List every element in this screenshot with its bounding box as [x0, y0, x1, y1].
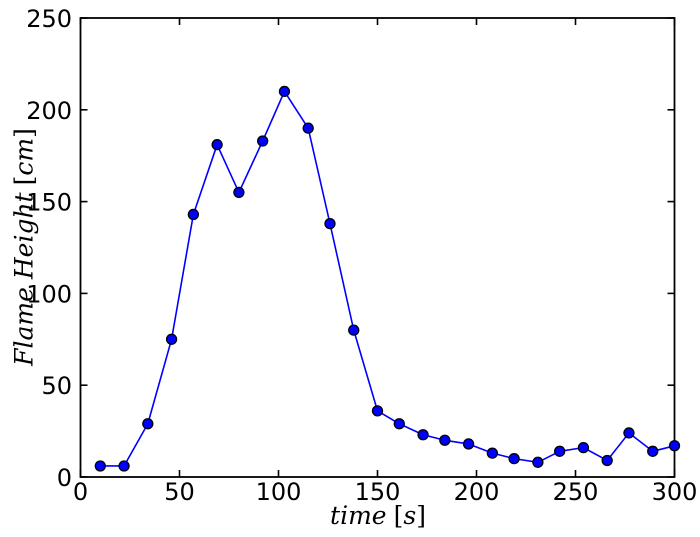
data-point: [165, 333, 178, 345]
data-point: [257, 135, 269, 147]
data-point: [211, 139, 223, 151]
y-axis-title-text: Flame Height: [9, 192, 39, 366]
y-axis-title-unit: cm: [9, 137, 39, 176]
x-axis-tick-label: 300: [652, 478, 698, 506]
data-point: [554, 445, 566, 457]
x-axis-title-close-bracket: ]: [416, 501, 426, 530]
x-axis-tick-label: 250: [553, 478, 599, 506]
data-point: [371, 405, 384, 417]
data-point: [94, 460, 106, 472]
data-point: [324, 217, 336, 230]
data-point: [532, 456, 544, 468]
data-point: [623, 427, 635, 439]
data-point: [577, 441, 590, 454]
x-axis-tick-label: 50: [164, 478, 195, 506]
y-axis-tick-label: 50: [41, 372, 72, 400]
data-point: [302, 122, 314, 134]
y-axis-title-open-bracket: [: [9, 175, 39, 186]
data-point: [118, 460, 130, 472]
x-axis-title-open-bracket: [: [393, 501, 404, 530]
data-point: [393, 418, 405, 430]
data-point: [417, 429, 429, 441]
data-point: [508, 452, 520, 465]
data-point: [187, 208, 200, 221]
x-axis-tick-label: 0: [73, 478, 88, 506]
x-axis-tick-label: 100: [256, 478, 302, 506]
data-point: [462, 438, 475, 450]
series-line: [100, 90, 675, 467]
y-axis-tick-label: 150: [26, 189, 72, 217]
data-point: [647, 445, 659, 457]
data-point: [278, 85, 291, 98]
x-axis-title-unit: s: [403, 501, 417, 530]
data-point: [486, 447, 498, 459]
x-axis-title: time [s]: [330, 502, 426, 530]
y-axis-tick-label: 200: [26, 97, 72, 125]
data-point: [601, 454, 613, 467]
data-point: [439, 434, 451, 446]
x-axis-tick-label: 200: [454, 478, 500, 506]
data-point: [348, 324, 360, 336]
data-point: [233, 186, 245, 199]
y-axis-tick-label: 0: [57, 464, 72, 492]
y-axis-tick-label: 100: [26, 280, 72, 308]
y-axis-tick-label: 250: [26, 5, 72, 33]
x-axis-title-text: time: [330, 501, 387, 530]
data-point: [142, 418, 154, 430]
x-axis-tick-label: 150: [355, 478, 401, 506]
y-axis-title: Flame Height [cm]: [9, 128, 39, 366]
data-point: [668, 440, 681, 452]
y-axis-title-close-bracket: ]: [9, 128, 39, 138]
